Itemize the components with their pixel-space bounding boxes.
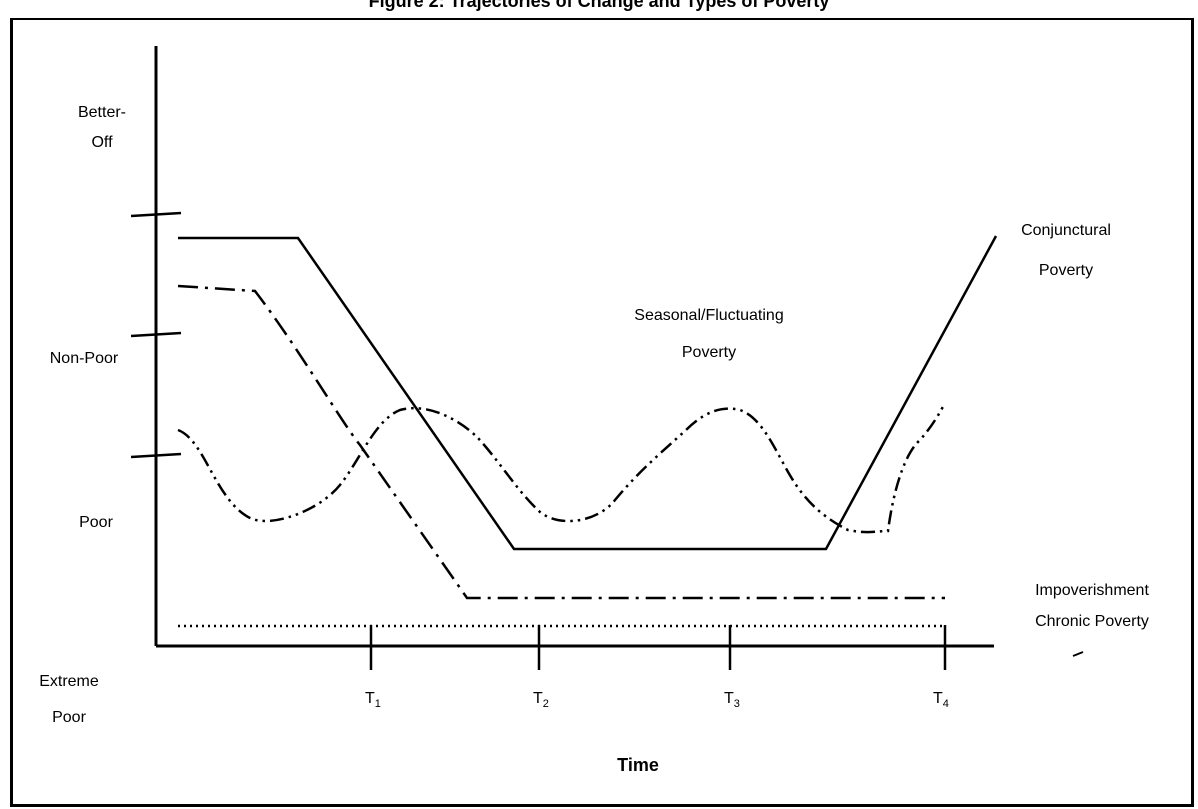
curve-label-line1: Conjunctural <box>1021 222 1111 239</box>
x-tick-label-t4: T4 <box>933 690 949 710</box>
x-axis-title: Time <box>617 755 659 775</box>
y-level-label-line1: Better- <box>78 104 126 121</box>
label-conjunctural-poverty: Conjunctural Poverty <box>1021 222 1111 279</box>
y-boundary-tick-middle <box>130 331 182 338</box>
x-tick-label-t2: T2 <box>533 690 549 710</box>
figure-title: Figure 2: Trajectories of Change and Typ… <box>368 0 830 11</box>
curve-label-line2: Poverty <box>682 344 736 361</box>
y-boundary-tick-lower <box>130 452 182 459</box>
x-tick-label-t3: T3 <box>724 690 740 710</box>
y-level-label-line2: Off <box>91 134 113 151</box>
y-level-label-line2: Poor <box>52 709 86 726</box>
conjunctural-poverty-curve <box>178 235 998 551</box>
curve-label-line2: Poverty <box>1039 262 1093 279</box>
y-level-label-line1: Poor <box>79 514 113 531</box>
y-level-non-poor: Non-Poor <box>50 350 119 367</box>
x-tick-label-t1: T1 <box>365 690 381 710</box>
x-axis-stray-mark <box>1072 651 1084 657</box>
y-level-label-line1: Extreme <box>39 673 99 690</box>
label-impoverishment: Impoverishment <box>1035 582 1149 599</box>
impoverishment-curve <box>177 284 945 600</box>
y-level-extreme-poor: Extreme Poor <box>39 673 99 726</box>
label-chronic-poverty: Chronic Poverty <box>1035 613 1149 630</box>
y-boundary-tick-upper <box>130 211 182 218</box>
curve-label-line1: Seasonal/Fluctuating <box>634 307 783 324</box>
figure-frame <box>10 18 1194 807</box>
label-seasonal-poverty: Seasonal/Fluctuating Poverty <box>634 307 783 361</box>
y-level-better-off: Better- Off <box>78 104 126 151</box>
y-level-label-line1: Non-Poor <box>50 350 119 367</box>
seasonal-poverty-curve <box>177 402 947 534</box>
y-level-poor: Poor <box>79 514 113 531</box>
